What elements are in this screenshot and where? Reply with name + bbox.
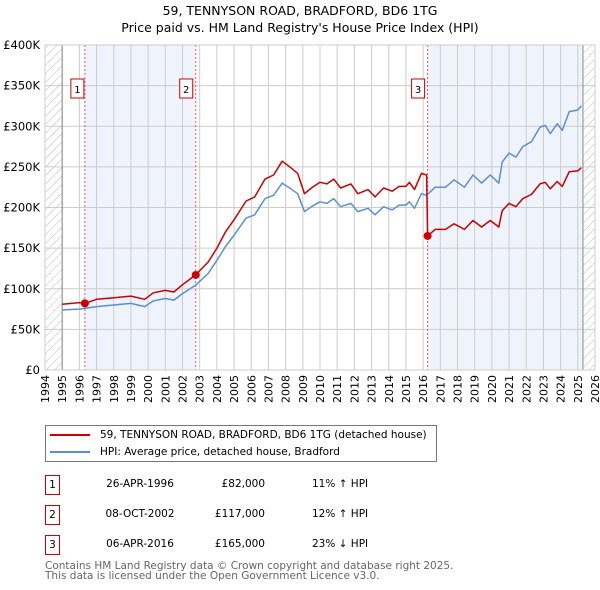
sale-label-box [70,78,85,99]
legend-swatch-property [50,434,90,436]
x-tick-label: 2022 [520,375,533,403]
x-tick-label: 2003 [194,375,207,403]
sale-label: 3 [415,85,421,96]
x-tick-label: 1995 [56,375,69,403]
x-tick-label: 2002 [177,375,190,403]
transaction-price: £165,000 [214,538,265,550]
transaction-date: 26-APR-1996 [106,478,174,490]
x-tick-label: 2016 [417,375,430,403]
transaction-date: 06-APR-2016 [106,538,174,550]
x-tick-label: 2008 [280,375,293,403]
transaction-price: £82,000 [221,478,265,490]
sale-point [191,270,200,279]
y-tick-label: £250K [3,160,40,174]
transaction-price: £117,000 [214,508,265,520]
sale-label: 1 [74,85,80,96]
x-tick-label: 2000 [142,375,155,403]
sale-label: 2 [183,85,189,96]
y-tick-label: £0 [25,363,40,377]
y-tick-label: £350K [3,79,40,93]
y-tick-label: £300K [3,119,40,133]
x-tick-label: 2013 [366,375,379,403]
x-tick-label: 2015 [400,375,413,403]
transaction-date: 08-OCT-2002 [105,508,175,520]
x-tick-label: 2007 [262,375,275,403]
sale-label-box [179,78,194,99]
x-tick-label: 2024 [555,375,568,403]
transaction-hpi: 11% ↑ HPI [312,478,369,490]
x-tick-label: 2018 [452,375,465,403]
sale-point [423,231,432,240]
chart-title: 59, TENNYSON ROAD, BRADFORD, BD6 1TG [162,3,438,18]
x-tick-label: 2006 [245,375,258,403]
x-tick-label: 2020 [486,375,499,403]
legend-swatch-hpi [50,451,90,453]
x-tick-label: 2005 [228,375,241,403]
legend-label-hpi: HPI: Average price, detached house, Brad… [100,446,340,458]
transaction-hpi: 23% ↓ HPI [312,538,369,550]
x-tick-label: 1997 [91,375,104,403]
x-tick-label: 2011 [331,375,344,403]
x-tick-label: 2010 [314,375,327,403]
x-tick-label: 2017 [434,375,447,403]
transaction-number: 3 [45,535,60,555]
x-tick-label: 2026 [589,375,600,403]
transaction-hpi: 12% ↑ HPI [312,508,369,520]
x-tick-label: 2004 [211,375,224,403]
y-tick-label: £400K [3,38,40,52]
hpi-line [62,105,582,311]
legend-item-hpi: HPI: Average price, detached house, Brad… [50,446,340,458]
x-tick-label: 2009 [297,375,310,403]
transaction-number: 1 [45,475,60,495]
y-tick-label: £200K [3,201,40,215]
price-chart: 1994 1995 1996 1997 1998 1999 2000 2001 2002 2003… [3,38,600,403]
legend-label-property: 59, TENNYSON ROAD, BRADFORD, BD6 1TG (de… [100,429,427,441]
legend-item-property: 59, TENNYSON ROAD, BRADFORD, BD6 1TG (de… [50,429,427,441]
chart-subtitle: Price paid vs. HM Land Registry's House … [121,20,479,35]
footer-licence: This data is licensed under the Open Gov… [45,570,380,582]
y-tick-label: £50K [11,322,41,336]
y-tick-label: £100K [3,282,40,296]
plot-frame [44,44,596,371]
x-tick-label: 2023 [537,375,550,403]
sale-label-box [411,78,426,99]
y-tick-label: £150K [3,241,40,255]
x-tick-label: 2001 [159,375,172,403]
x-tick-label: 2012 [348,375,361,403]
transaction-number: 2 [45,505,60,525]
legend: 59, TENNYSON ROAD, BRADFORD, BD6 1TG (de… [45,425,437,462]
x-tick-label: 2025 [572,375,585,403]
x-tick-label: 2019 [469,375,482,403]
x-tick-label: 1998 [108,375,121,403]
x-tick-label: 1996 [73,375,86,403]
x-tick-label: 2021 [503,375,516,403]
sale-point [80,299,89,308]
footer-copyright: Contains HM Land Registry data © Crown c… [45,560,454,572]
x-tick-label: 1999 [125,375,138,403]
property-price-line [62,160,582,305]
x-tick-label: 2014 [383,375,396,403]
x-tick-label: 1994 [39,375,52,403]
